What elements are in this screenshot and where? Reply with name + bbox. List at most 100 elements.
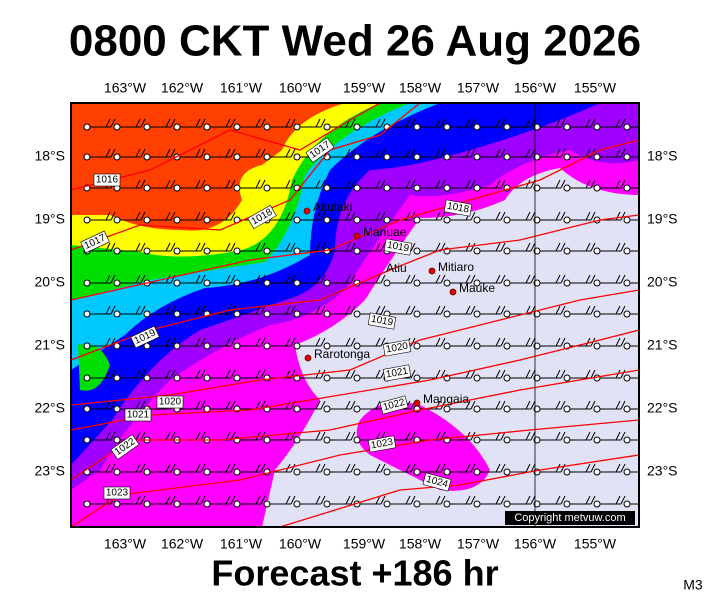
barb-feather xyxy=(290,274,296,284)
field-orange xyxy=(71,103,345,231)
barb-station xyxy=(383,216,391,224)
barb-feather xyxy=(165,305,171,315)
barb-station xyxy=(623,436,631,444)
barb-feather xyxy=(380,148,386,158)
barb-feather xyxy=(590,305,596,315)
barb-feather xyxy=(435,369,441,379)
barb-station xyxy=(113,310,121,318)
place-marker xyxy=(428,267,436,275)
barb-feather xyxy=(320,369,326,379)
barb-feather xyxy=(465,495,471,505)
barb-feather xyxy=(500,369,506,379)
barb-station xyxy=(443,279,451,287)
barb-station xyxy=(233,500,241,508)
barb-feather xyxy=(525,431,531,441)
barb-feather xyxy=(165,242,171,252)
copyright: Copyright metvuw.com xyxy=(514,512,625,524)
barb-feather xyxy=(135,274,141,284)
barb-station xyxy=(83,500,91,508)
lon-label-top: 161°W xyxy=(220,80,263,96)
barb-feather xyxy=(165,369,171,379)
barb-feather xyxy=(380,337,386,347)
barb-feather xyxy=(230,274,236,284)
barb-station xyxy=(443,153,451,161)
barb-feather xyxy=(470,242,476,252)
barb-feather xyxy=(350,211,356,221)
barb-feather xyxy=(620,179,626,189)
barb-station xyxy=(443,342,451,350)
barb-feather xyxy=(555,274,561,284)
barb-feather xyxy=(620,242,626,252)
barb-feather xyxy=(165,179,171,189)
barb-station xyxy=(323,310,331,318)
barb-feather xyxy=(555,148,561,158)
barb-station xyxy=(323,374,331,382)
barb-feather xyxy=(110,148,116,158)
barb-feather xyxy=(410,369,416,379)
barb-feather xyxy=(555,179,561,189)
barb-feather xyxy=(405,148,411,158)
isobar-label-box xyxy=(382,364,412,382)
barb-feather xyxy=(530,274,536,284)
barb-station xyxy=(113,153,121,161)
barb-feather xyxy=(170,118,176,128)
barb-station xyxy=(353,153,361,161)
barb-station xyxy=(563,184,571,192)
barb-station xyxy=(293,342,301,350)
barb-feather xyxy=(200,400,206,410)
barb-feather xyxy=(440,495,446,505)
barb-feather xyxy=(555,118,561,128)
barb-station xyxy=(443,468,451,476)
barb-feather xyxy=(285,179,291,189)
barb-feather xyxy=(230,242,236,252)
barb-feather xyxy=(560,369,566,379)
barb-feather xyxy=(230,495,236,505)
barb-station xyxy=(593,436,601,444)
barb-feather xyxy=(646,119,650,127)
barb-feather xyxy=(165,495,171,505)
barb-feather xyxy=(470,495,476,505)
barb-feather xyxy=(165,118,171,128)
barb-station xyxy=(533,123,541,131)
isobar-label: 1020 xyxy=(382,339,412,357)
barb-feather xyxy=(315,179,321,189)
barb-feather xyxy=(470,118,476,128)
barb-station xyxy=(353,405,361,413)
barb-station xyxy=(413,500,421,508)
barb-station xyxy=(113,468,121,476)
barb-station xyxy=(593,247,601,255)
barb-station xyxy=(83,310,91,318)
barb-feather xyxy=(255,242,261,252)
barb-feather xyxy=(435,211,441,221)
barb-station xyxy=(323,123,331,131)
barb-feather xyxy=(585,274,591,284)
barb-feather xyxy=(410,305,416,315)
isobar-line xyxy=(71,103,381,191)
barb-feather xyxy=(345,337,351,347)
barb-station xyxy=(203,279,211,287)
barb-feather xyxy=(110,118,116,128)
barb-feather xyxy=(110,305,116,315)
isobar-label-box xyxy=(367,312,397,330)
barb-feather xyxy=(315,495,321,505)
barb-feather xyxy=(615,305,621,315)
barb-feather xyxy=(350,495,356,505)
barb-feather xyxy=(135,118,141,128)
barb-station xyxy=(353,216,361,224)
barb-station xyxy=(173,374,181,382)
barb-feather xyxy=(140,179,146,189)
barb-station xyxy=(383,184,391,192)
barb-feather xyxy=(170,305,176,315)
barb-feather xyxy=(560,495,566,505)
barb-feather xyxy=(260,118,266,128)
barb-station xyxy=(173,468,181,476)
place-name: Rarotonga xyxy=(314,347,370,361)
barb-feather xyxy=(375,242,381,252)
barb-feather xyxy=(200,495,206,505)
lat-label-right: 18°S xyxy=(647,148,678,164)
lon-label-top: 160°W xyxy=(279,80,322,96)
barb-feather xyxy=(345,431,351,441)
barb-station xyxy=(83,405,91,413)
barb-feather xyxy=(585,463,591,473)
barb-feather xyxy=(620,211,626,221)
